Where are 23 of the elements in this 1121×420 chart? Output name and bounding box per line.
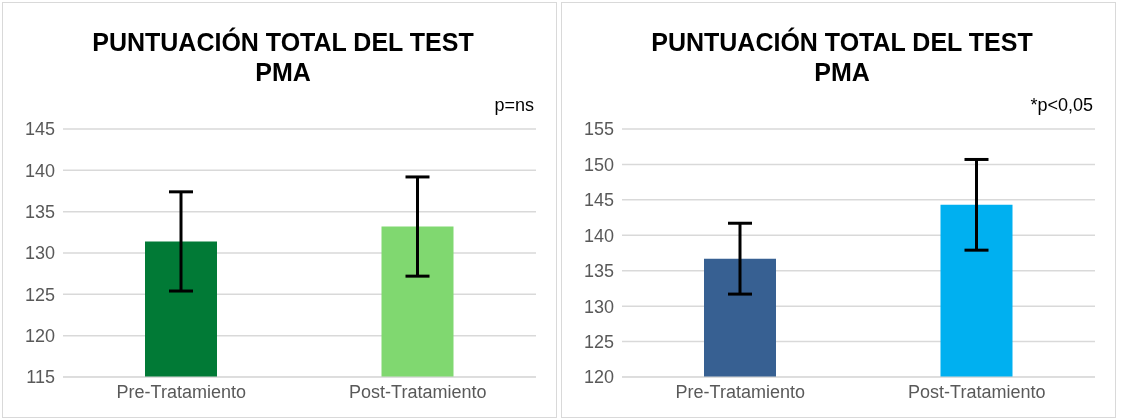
y-tick-label: 130 bbox=[24, 243, 55, 264]
x-tick-label: Pre-Tratamiento bbox=[675, 381, 805, 402]
y-tick-label: 125 bbox=[583, 331, 614, 352]
text: *p<0,05 bbox=[1030, 95, 1093, 116]
y-tick-label: 115 bbox=[26, 367, 55, 388]
text: p=ns bbox=[494, 95, 534, 116]
y-tick-label: 145 bbox=[24, 119, 55, 140]
y-tick-label: 120 bbox=[24, 326, 55, 347]
y-tick-label: 120 bbox=[583, 367, 614, 388]
y-tick-label: 135 bbox=[583, 261, 614, 282]
y-tick-label: 140 bbox=[583, 225, 614, 246]
y-tick-label: 130 bbox=[583, 296, 614, 317]
y-tick-label: 150 bbox=[583, 154, 614, 175]
x-tick-label: Pre-Tratamiento bbox=[116, 381, 246, 402]
y-tick-label: 140 bbox=[24, 160, 55, 181]
y-tick-label: 135 bbox=[24, 202, 55, 223]
chart-title: PUNTUACIÓN TOTAL DEL TEST PMA bbox=[650, 27, 1034, 87]
chart-title: PUNTUACIÓN TOTAL DEL TEST PMA bbox=[91, 27, 475, 87]
y-tick-label: 145 bbox=[583, 190, 614, 211]
y-tick-label: 155 bbox=[583, 119, 614, 140]
y-tick-label: 125 bbox=[24, 284, 55, 305]
x-tick-label: Post-Tratamiento bbox=[349, 381, 487, 402]
x-tick-label: Post-Tratamiento bbox=[908, 381, 1046, 402]
